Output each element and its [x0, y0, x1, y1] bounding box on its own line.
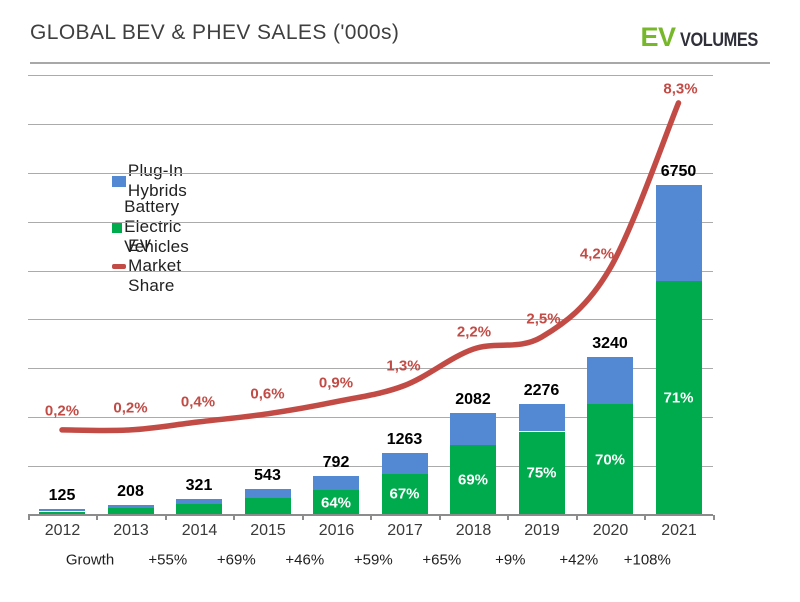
logo-ev-text: EV: [640, 22, 677, 52]
year-label: 2015: [250, 522, 286, 539]
bar-segment-phev: [244, 488, 291, 499]
axis-tick: [370, 515, 373, 520]
page-title: GLOBAL BEV & PHEV SALES ('000s): [30, 21, 400, 44]
bev-share-label: 67%: [389, 485, 420, 503]
growth-row-title: Growth: [65, 551, 115, 569]
axis-tick: [575, 515, 578, 520]
bev-share-label: 70%: [594, 451, 626, 469]
phev-swatch-icon: [112, 175, 126, 187]
market-share-value-label: 4,2%: [579, 245, 615, 263]
bar-total-label: 2276: [523, 381, 560, 399]
market-share-value-label: 8,3%: [663, 80, 698, 98]
year-label: 2016: [318, 522, 355, 539]
growth-value-label: +42%: [559, 551, 599, 569]
market-share-value-label: 0,2%: [44, 402, 80, 420]
ev-volumes-logo: EV VOLUMES: [641, 22, 770, 53]
year-label: 2012: [44, 522, 81, 539]
legend-item-plug-in-hybrids: Plug-In Hybrids: [112, 161, 197, 201]
gridline: [27, 172, 713, 174]
growth-value-label: +46%: [285, 551, 325, 569]
market-share-value-label: 1,3%: [386, 357, 421, 374]
axis-tick: [233, 515, 236, 520]
bar-segment-phev: [39, 508, 85, 512]
bar-segment-bev: [244, 498, 291, 515]
bar-segment-phev: [587, 356, 633, 405]
bar-segment-bev: [39, 511, 85, 515]
bar-segment-bev: [176, 504, 222, 515]
header-divider: [30, 62, 770, 64]
bar-segment-phev: [176, 499, 222, 504]
bar-total-label: 1263: [386, 431, 423, 449]
year-label: 2017: [387, 522, 423, 539]
year-label: 2018: [455, 522, 492, 539]
bar-total-label: 208: [117, 482, 144, 500]
bar-segment-bev: [450, 444, 496, 515]
year-label: 2019: [524, 522, 560, 539]
bar-segment-bev: [107, 508, 154, 515]
axis-tick: [644, 515, 647, 520]
gridline: [27, 123, 713, 125]
bar-segment-phev: [655, 185, 702, 281]
year-label: 2013: [113, 522, 149, 539]
bev-share-label: 69%: [457, 471, 489, 489]
bev-swatch-icon: [112, 221, 123, 233]
year-label: 2014: [181, 522, 218, 539]
market-share-value-label: 0,9%: [318, 374, 354, 392]
logo-volumes-text: VOLUMES: [679, 30, 758, 51]
bar-total-label: 6750: [660, 163, 697, 180]
bar-segment-bev: [518, 431, 565, 515]
legend-label: EV Market Share: [128, 236, 182, 295]
year-label: 2021: [661, 522, 697, 539]
year-label: 2020: [592, 522, 629, 539]
bar-segment-phev: [107, 504, 154, 509]
axis-tick: [96, 515, 99, 520]
bar-segment-phev: [518, 403, 565, 432]
gridline: [27, 221, 713, 223]
axis-tick: [438, 515, 441, 520]
growth-value-label: +59%: [353, 551, 393, 569]
axis-tick: [712, 515, 715, 520]
bar-total-label: 2082: [455, 391, 491, 409]
axis-tick: [507, 515, 510, 520]
growth-value-label: +69%: [216, 551, 256, 569]
growth-value-label: +65%: [422, 551, 462, 569]
axis-tick: [27, 515, 30, 520]
market-share-value-label: 2,5%: [526, 310, 561, 328]
bar-segment-bev: [381, 473, 428, 515]
bar-total-label: 3240: [592, 334, 628, 352]
legend-label: Plug-In Hybrids: [127, 161, 187, 200]
axis-tick: [164, 515, 167, 520]
gridline: [27, 75, 713, 76]
bar-segment-phev: [450, 413, 496, 445]
market-share-value-label: 0,4%: [180, 393, 216, 411]
bar-total-label: 792: [322, 454, 350, 472]
bar-segment-phev: [313, 476, 359, 491]
bev-share-label: 64%: [320, 494, 352, 512]
gridline: [27, 466, 713, 468]
growth-value-label: +9%: [495, 551, 526, 569]
market-share-value-label: 0,2%: [113, 399, 148, 417]
share-line-swatch-icon: [112, 263, 127, 269]
bev-share-label: 75%: [526, 464, 557, 482]
market-share-value-label: 2,2%: [456, 323, 492, 341]
axis-tick: [301, 515, 304, 520]
bev-share-label: 71%: [663, 389, 694, 407]
bar-total-label: 125: [48, 486, 76, 504]
gridline: [27, 270, 713, 272]
market-share-value-label: 0,6%: [250, 385, 285, 403]
legend-item-ev-market-share: EV Market Share: [112, 236, 195, 296]
gridline: [27, 319, 713, 321]
growth-value-label: +55%: [148, 551, 188, 569]
bar-total-label: 321: [185, 477, 213, 495]
bar-segment-bev: [313, 490, 359, 515]
bar-segment-phev: [381, 453, 428, 474]
growth-value-label: +108%: [623, 551, 671, 569]
bar-total-label: 543: [254, 466, 281, 484]
